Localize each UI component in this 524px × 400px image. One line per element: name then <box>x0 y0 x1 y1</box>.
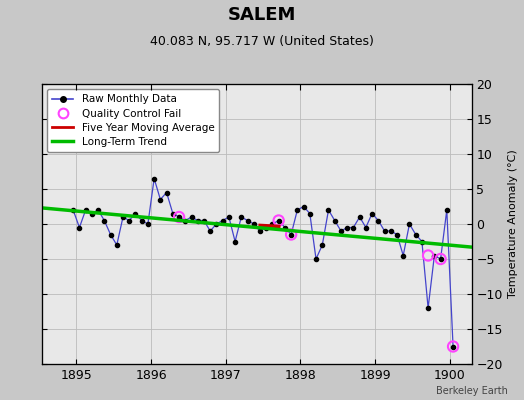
Point <box>430 252 439 259</box>
Point <box>175 214 183 220</box>
Point <box>81 207 90 213</box>
Point <box>193 217 202 224</box>
Point <box>262 224 270 231</box>
Point <box>181 217 190 224</box>
Point <box>94 207 102 213</box>
Point <box>299 203 308 210</box>
Point <box>113 242 121 248</box>
Point <box>312 256 320 262</box>
Point <box>162 189 171 196</box>
Point <box>275 217 283 224</box>
Point <box>144 221 152 227</box>
Point <box>293 207 301 213</box>
Point <box>75 224 84 231</box>
Point <box>287 231 296 238</box>
Point <box>275 217 283 224</box>
Point <box>318 242 326 248</box>
Point <box>424 305 432 311</box>
Point <box>206 228 214 234</box>
Point <box>219 217 227 224</box>
Point <box>405 221 413 227</box>
Point <box>119 214 127 220</box>
Point <box>374 217 383 224</box>
Point <box>343 224 352 231</box>
Point <box>200 217 208 224</box>
Point <box>324 207 333 213</box>
Y-axis label: Temperature Anomaly (°C): Temperature Anomaly (°C) <box>508 150 518 298</box>
Point <box>449 343 457 350</box>
Point <box>137 217 146 224</box>
Point <box>256 228 264 234</box>
Point <box>268 221 277 227</box>
Point <box>188 214 196 220</box>
Point <box>449 343 457 350</box>
Point <box>355 214 364 220</box>
Point <box>100 217 108 224</box>
Point <box>106 231 115 238</box>
Point <box>243 217 252 224</box>
Point <box>125 217 134 224</box>
Text: Berkeley Earth: Berkeley Earth <box>436 386 508 396</box>
Point <box>169 210 177 217</box>
Point <box>399 252 408 259</box>
Point <box>305 210 314 217</box>
Point <box>418 238 426 245</box>
Point <box>237 214 245 220</box>
Point <box>393 231 401 238</box>
Point <box>88 210 96 217</box>
Point <box>150 175 158 182</box>
Text: SALEM: SALEM <box>228 6 296 24</box>
Point <box>387 228 395 234</box>
Point <box>380 228 389 234</box>
Point <box>156 196 165 203</box>
Point <box>132 210 140 217</box>
Point <box>411 231 420 238</box>
Point <box>281 224 289 231</box>
Point <box>212 221 221 227</box>
Point <box>337 228 345 234</box>
Point <box>368 210 376 217</box>
Point <box>349 224 357 231</box>
Legend: Raw Monthly Data, Quality Control Fail, Five Year Moving Average, Long-Term Tren: Raw Monthly Data, Quality Control Fail, … <box>47 89 220 152</box>
Point <box>249 221 258 227</box>
Point <box>424 252 432 259</box>
Point <box>69 207 78 213</box>
Point <box>436 256 445 262</box>
Point <box>436 256 445 262</box>
Point <box>225 214 233 220</box>
Text: 40.083 N, 95.717 W (United States): 40.083 N, 95.717 W (United States) <box>150 35 374 48</box>
Point <box>362 224 370 231</box>
Point <box>231 238 239 245</box>
Point <box>175 214 183 220</box>
Point <box>331 217 339 224</box>
Point <box>287 231 296 238</box>
Point <box>443 207 451 213</box>
